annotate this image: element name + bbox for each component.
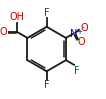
Text: -: - — [82, 23, 85, 32]
Text: F: F — [44, 8, 50, 18]
Text: O: O — [78, 37, 85, 47]
Text: F: F — [44, 80, 50, 90]
Text: O: O — [0, 27, 7, 37]
Text: F: F — [74, 66, 80, 76]
Text: N: N — [70, 29, 78, 39]
Text: +: + — [76, 29, 82, 35]
Text: OH: OH — [10, 12, 25, 22]
Text: O: O — [80, 23, 88, 33]
